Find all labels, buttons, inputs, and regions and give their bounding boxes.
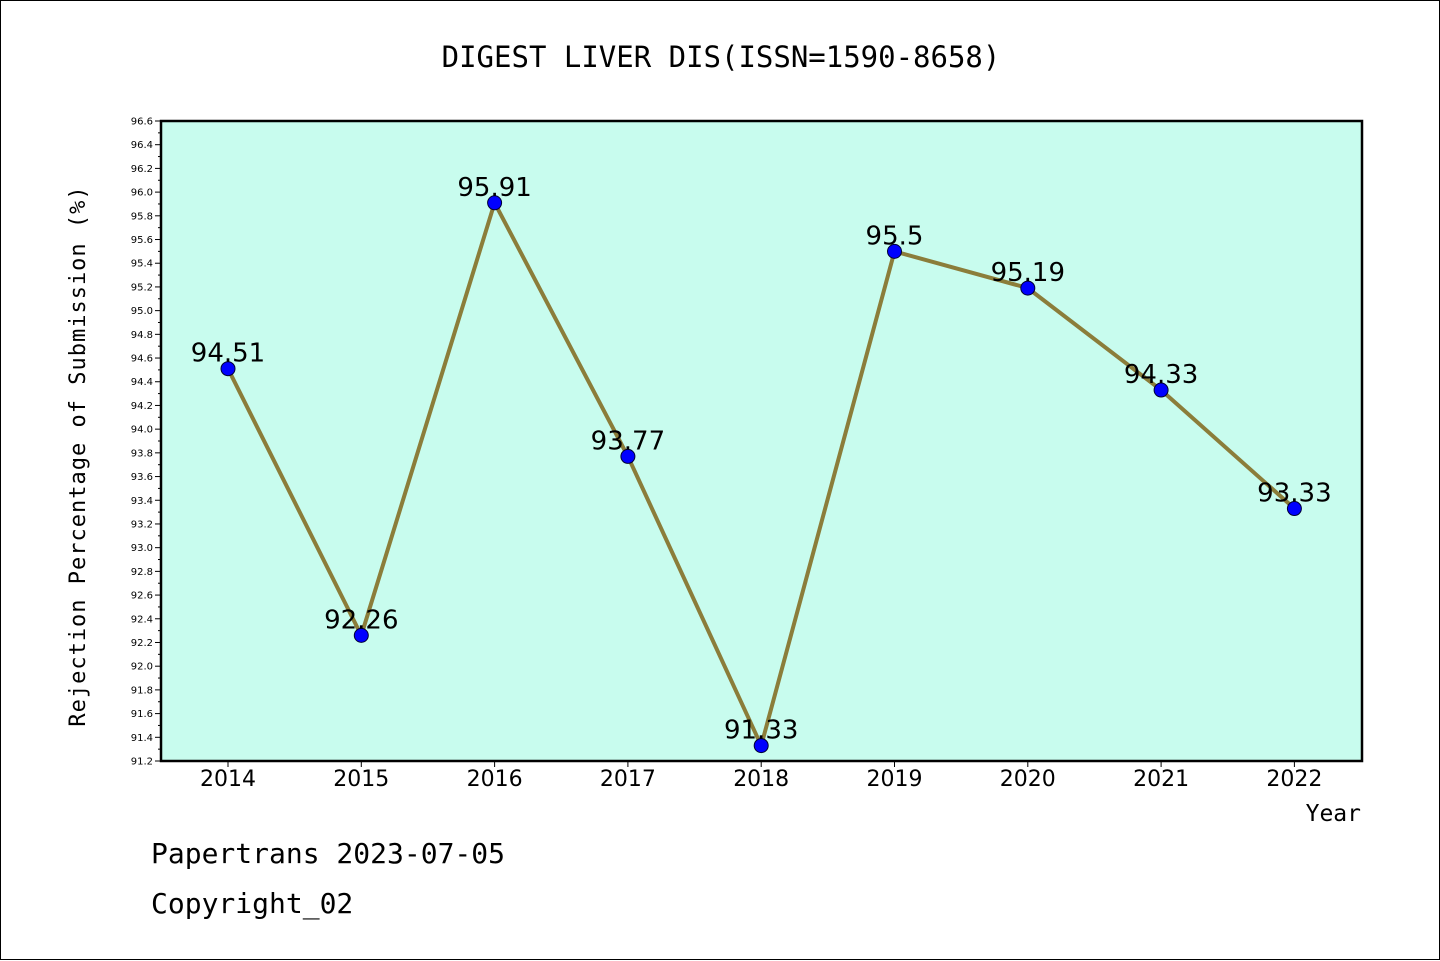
y-tick-label: 95.0 [131,306,153,317]
y-tick-label: 95.8 [131,211,153,222]
data-point-marker [353,627,369,643]
data-point-marker [1286,501,1302,517]
data-point-marker [487,195,503,211]
y-tick-label: 92.2 [131,638,153,649]
y-tick-label: 94.2 [131,401,153,412]
y-tick-label: 93.6 [131,472,153,483]
data-label: 93.33 [1257,479,1331,509]
footer-date: Papertrans 2023-07-05 [151,837,506,870]
x-tick-label: 2014 [200,767,256,792]
y-tick-label: 96.0 [131,188,153,199]
plot-border [159,119,1364,763]
x-tick-label: 2020 [1000,767,1056,792]
footer-copyright: Copyright_02 [151,887,354,920]
x-tick-label: 2015 [333,767,389,792]
x-tick-label: 2019 [867,767,923,792]
data-point-marker [887,243,902,259]
y-tick-label: 93.0 [131,543,153,554]
data-label: 94.51 [191,339,265,369]
x-tick-label: 2018 [733,767,789,792]
y-tick-label: 92.8 [131,567,153,578]
y-tick-label: 95.6 [131,235,153,246]
data-point-marker [753,738,769,754]
y-tick-label: 96.6 [131,117,153,128]
data-label: 95.5 [866,221,924,251]
y-tick-label: 94.0 [131,425,153,436]
y-tick-label: 92.4 [131,614,153,625]
data-point-marker [220,361,236,377]
y-tick-label: 93.8 [131,448,153,459]
data-point-marker [620,448,636,464]
y-axis-label: Rejection Percentage of Submission (%) [66,185,91,726]
x-tick-label: 2021 [1133,767,1189,792]
plot-background [161,121,1362,761]
data-point-marker [1020,280,1036,296]
x-axis-label: Year [1306,801,1361,827]
y-tick-label: 91.4 [131,733,153,744]
y-tick-label: 96.2 [131,164,153,175]
x-tick-label: 2022 [1266,767,1322,792]
data-label: 95.91 [457,173,531,203]
plot-area: 91.2 91.4 91.6 91.8 92.0 92.2 92.4 92.6 92.8 93.0… [131,117,1364,792]
x-tick-label: 2017 [600,767,656,792]
data-point-marker [1153,382,1169,398]
chart-title: DIGEST LIVER DIS(ISSN=1590-8658) [442,40,1001,74]
x-tick-label: 2016 [467,767,523,792]
y-tick-label: 93.2 [131,519,153,530]
y-tick-label: 94.6 [131,354,153,365]
y-tick-label: 95.4 [131,259,153,270]
data-label: 94.33 [1124,360,1198,390]
y-tick-label: 94.8 [131,330,153,341]
y-tick-label: 93.4 [131,496,153,507]
y-tick-label: 91.2 [131,757,153,768]
y-tick-label: 94.4 [131,377,153,388]
y-tick-label: 96.4 [131,140,153,151]
data-label: 92.26 [324,605,398,635]
data-label: 93.77 [591,426,665,456]
y-tick-label: 92.6 [131,591,153,602]
y-tick-label: 91.6 [131,709,153,720]
y-tick-label: 91.8 [131,685,153,696]
y-tick-label: 95.2 [131,282,153,293]
data-label: 95.19 [991,258,1065,288]
data-label: 91.33 [724,716,798,746]
y-tick-label: 92.0 [131,662,153,673]
